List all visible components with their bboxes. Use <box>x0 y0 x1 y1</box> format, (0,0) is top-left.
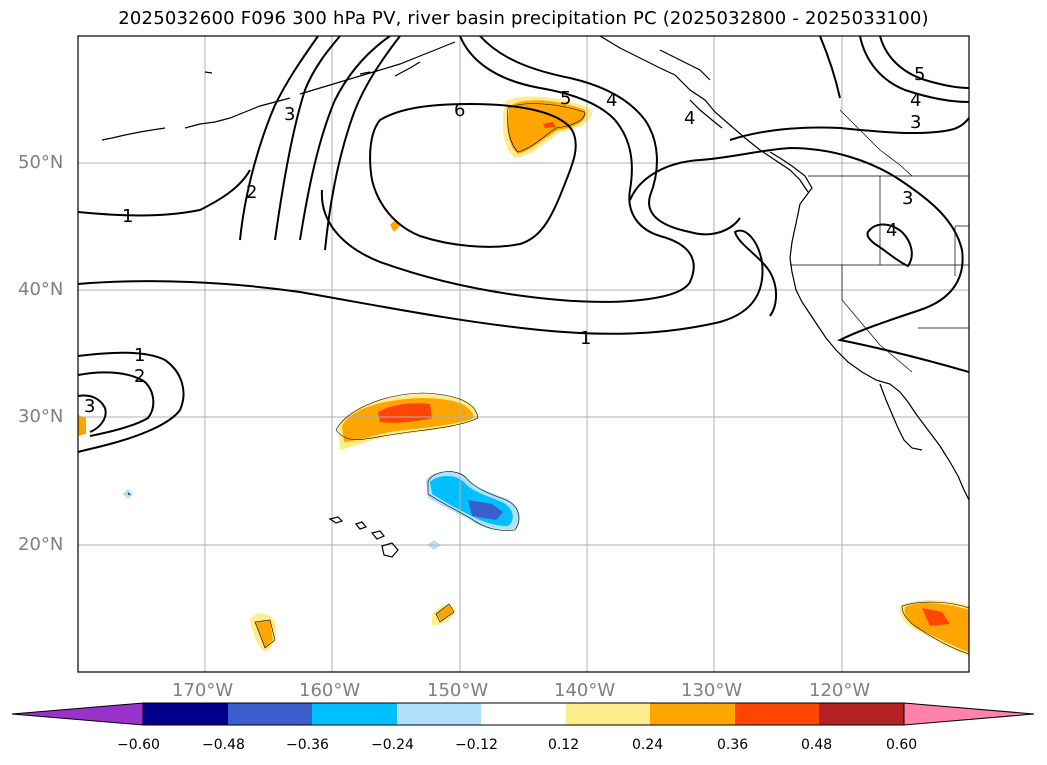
colorbar-frame <box>142 702 905 726</box>
colorbar-tick-label: −0.24 <box>371 737 414 753</box>
lon-label: 170°W <box>172 680 234 701</box>
pv-contour-east-2 <box>729 117 969 141</box>
contour-labels: 1 1 1 2 2 3 3 3 4 4 4 5 5 6 3 4 <box>84 64 925 417</box>
contour-label: 2 <box>246 182 257 203</box>
lat-label: 30°N <box>18 406 64 427</box>
pv-contour-2 <box>239 36 319 241</box>
colorbar-swatch <box>228 703 312 725</box>
contour-label: 3 <box>84 396 95 417</box>
pv-contour-3 <box>274 36 341 241</box>
pv-contour-east-3 <box>819 36 969 103</box>
colorbar-tick-label: −0.36 <box>286 737 329 753</box>
coastlines <box>101 36 969 558</box>
contour-label: 4 <box>684 108 695 129</box>
contour-label: 1 <box>134 345 145 366</box>
colorbar-swatch <box>566 703 650 725</box>
map-frame <box>77 35 970 673</box>
contour-label: 5 <box>914 64 925 85</box>
pv-contour-ring-a <box>320 36 695 303</box>
lat-label: 50°N <box>18 152 64 173</box>
contour-label: 4 <box>886 220 897 241</box>
pv-contour-5 <box>324 36 401 251</box>
colorbar <box>11 702 1035 726</box>
contour-label: 3 <box>902 188 913 209</box>
pv-contour-west-1 <box>78 351 185 453</box>
shade-se-high <box>922 608 950 626</box>
colorbar-swatch <box>650 703 735 725</box>
pv-contour-ring-b <box>479 36 741 236</box>
lon-label: 140°W <box>554 680 616 701</box>
colorbar-extend-max <box>903 702 1035 726</box>
pv-contour-6 <box>369 102 577 248</box>
colorbar-tick-label: −0.12 <box>455 737 498 753</box>
pv-contour-east <box>629 146 969 373</box>
pv-contour-west-2 <box>78 371 155 437</box>
contour-label: 2 <box>134 366 145 387</box>
shade-neg-speck-1 <box>123 489 133 499</box>
shade-south-1-mid <box>255 620 273 648</box>
colorbar-tick-label: −0.60 <box>117 737 160 753</box>
lon-label: 150°W <box>427 680 489 701</box>
colorbar-swatch <box>819 703 904 725</box>
shade-south-2-mid <box>436 605 453 621</box>
shading-outlines <box>254 103 969 655</box>
gridlines <box>78 36 969 672</box>
shade-west-edge <box>78 415 86 436</box>
colorbar-extend-min <box>11 702 144 726</box>
contour-label: 3 <box>284 104 295 125</box>
colorbar-tick-label: 0.48 <box>801 737 833 753</box>
colorbar-tick-label: 0.24 <box>632 737 664 753</box>
pv-contour-ring-4 <box>866 223 913 268</box>
colorbar-swatch <box>397 703 481 725</box>
pv-contour-1-south <box>78 229 777 335</box>
contour-label: 1 <box>580 328 591 349</box>
contour-label: 4 <box>606 90 617 111</box>
contour-label: 6 <box>454 100 465 121</box>
pv-contours <box>78 36 969 453</box>
precip-shading <box>78 96 969 656</box>
lon-label: 120°W <box>809 680 871 701</box>
colorbar-swatch <box>312 703 397 725</box>
contour-label: 1 <box>122 206 133 227</box>
contour-label: 5 <box>560 88 571 109</box>
lat-label: 20°N <box>18 534 64 555</box>
shade-gulf-high <box>543 122 556 128</box>
lon-label: 130°W <box>681 680 743 701</box>
colorbar-swatch <box>735 703 819 725</box>
colorbar-tick-label: 0.12 <box>548 737 580 753</box>
shade-se-mid <box>904 603 969 652</box>
lat-label: 40°N <box>18 279 64 300</box>
colorbar-tick-label: 0.36 <box>717 737 749 753</box>
colorbar-swatch <box>143 703 228 725</box>
pv-contour-4 <box>299 36 391 241</box>
borders <box>790 109 969 373</box>
pv-contour-west-3 <box>78 394 107 433</box>
colorbar-tick-label: −0.48 <box>202 737 245 753</box>
colorbar-tick-label: 0.60 <box>886 737 918 753</box>
shade-band-high <box>378 403 432 423</box>
contour-label: 4 <box>910 90 921 111</box>
map-title: 2025032600 F096 300 hPa PV, river basin … <box>118 8 929 29</box>
pv-contour-1-north <box>78 169 251 217</box>
colorbar-swatch <box>481 703 566 725</box>
shade-neg-high <box>468 500 503 520</box>
contour-label: 3 <box>910 112 921 133</box>
lon-label: 160°W <box>299 680 361 701</box>
